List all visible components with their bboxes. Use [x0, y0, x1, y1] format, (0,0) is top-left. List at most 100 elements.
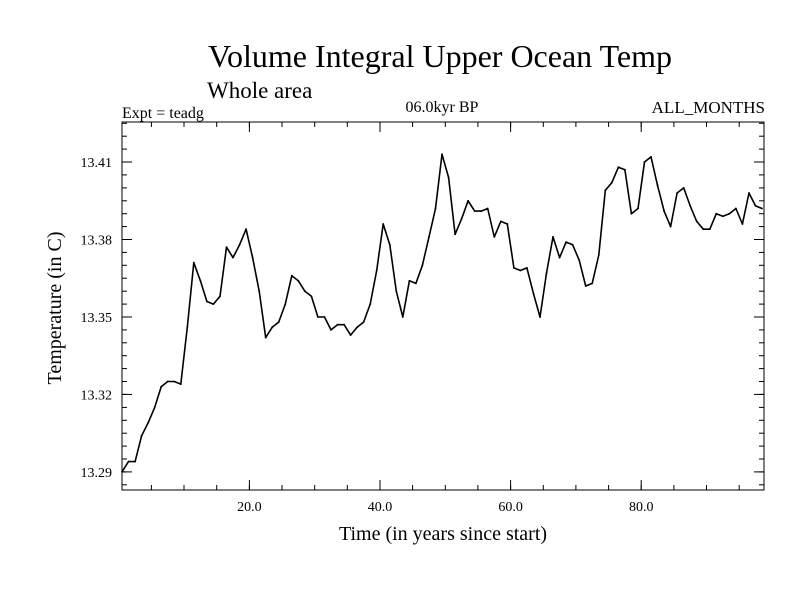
data-point: [480, 210, 483, 213]
data-point: [421, 264, 424, 267]
period-label: 06.0kyr BP: [406, 99, 479, 116]
data-point: [748, 192, 750, 194]
data-point: [206, 300, 208, 303]
data-point: [702, 228, 705, 231]
data-point: [356, 326, 358, 329]
chart-subtitle: Whole area: [207, 78, 312, 103]
chart-title: Volume Integral Upper Ocean Temp: [208, 38, 672, 74]
data-point: [264, 336, 267, 339]
data-point: [532, 292, 535, 295]
data-point: [513, 267, 515, 269]
data-point: [297, 279, 300, 282]
data-point: [375, 269, 378, 272]
x-axis-label: Time (in years since start): [339, 523, 547, 545]
data-point: [460, 217, 463, 220]
y-tick-label: 13.32: [81, 388, 113, 403]
data-point: [349, 334, 352, 336]
y-tick-label: 13.41: [81, 156, 113, 171]
x-tick-label: 80.0: [629, 500, 654, 515]
data-point: [179, 383, 182, 385]
data-point: [212, 303, 215, 305]
data-point: [290, 274, 293, 277]
data-point: [127, 460, 130, 463]
data-point: [506, 223, 509, 225]
data-point: [761, 207, 763, 210]
data-point: [637, 207, 639, 210]
data-point: [160, 385, 163, 388]
data-point: [467, 199, 469, 202]
data-point: [245, 228, 248, 231]
plot-frame: [121, 121, 765, 491]
data-point: [630, 212, 633, 215]
data-point: [258, 290, 261, 293]
data-point: [643, 161, 646, 163]
y-tick-label: 13.38: [81, 234, 113, 249]
data-point: [343, 323, 345, 326]
data-point: [663, 210, 665, 213]
data-point: [715, 212, 718, 215]
data-point: [545, 272, 548, 274]
data-point: [251, 256, 254, 259]
data-point: [310, 295, 313, 298]
data-point: [591, 282, 594, 285]
data-point: [682, 187, 685, 189]
data-point: [199, 279, 202, 282]
data-point: [173, 380, 176, 383]
data-point: [486, 207, 489, 210]
data-point: [493, 236, 496, 238]
y-tick-label: 13.29: [81, 466, 113, 481]
y-axis-label: Temperature (in C): [44, 232, 66, 385]
data-point: [415, 282, 417, 285]
experiment-label: Expt = teadg: [122, 105, 204, 122]
data-point: [669, 225, 672, 228]
data-point: [336, 323, 339, 326]
data-point: [388, 243, 391, 246]
data-point: [597, 254, 600, 256]
data-point: [473, 210, 476, 213]
data-point: [153, 406, 156, 409]
data-point: [499, 220, 502, 223]
series-line: [121, 153, 763, 473]
data-point: [271, 326, 274, 329]
data-point: [434, 207, 437, 210]
minor-ticks: [122, 122, 764, 490]
data-point: [362, 321, 365, 323]
data-point: [192, 261, 195, 264]
data-point: [369, 303, 372, 305]
data-point: [134, 460, 137, 463]
data-point: [741, 223, 744, 225]
data-point: [382, 223, 385, 225]
data-point: [539, 316, 541, 318]
x-axis-ticks: 20.0 40.0 60.0 80.0: [237, 122, 653, 515]
data-point: [428, 236, 430, 238]
data-point: [735, 207, 737, 210]
data-point: [401, 316, 404, 318]
data-point: [754, 205, 757, 207]
months-label: ALL_MONTHS: [652, 98, 765, 117]
data-point: [395, 290, 398, 293]
data-point: [304, 290, 306, 293]
data-point: [121, 471, 123, 473]
data-point: [225, 246, 228, 249]
data-point: [676, 192, 678, 194]
data-point: [232, 256, 234, 259]
data-point: [689, 205, 692, 207]
data-point: [140, 434, 143, 437]
data-point: [604, 189, 607, 192]
data-point: [617, 166, 620, 169]
y-axis-ticks: 13.29 13.32 13.35 13.38 13.41: [81, 156, 764, 481]
data-point: [695, 220, 698, 223]
x-tick-label: 20.0: [237, 500, 262, 515]
data-point: [552, 236, 554, 238]
data-point: [454, 233, 456, 236]
data-point: [610, 181, 613, 184]
data-point: [147, 422, 150, 424]
data-point: [650, 156, 652, 158]
data-point: [578, 259, 581, 262]
data-points: [121, 153, 763, 473]
data-point: [526, 267, 528, 269]
data-point: [519, 269, 522, 272]
data-point: [330, 329, 332, 331]
data-point: [186, 326, 189, 329]
data-point: [558, 256, 561, 259]
